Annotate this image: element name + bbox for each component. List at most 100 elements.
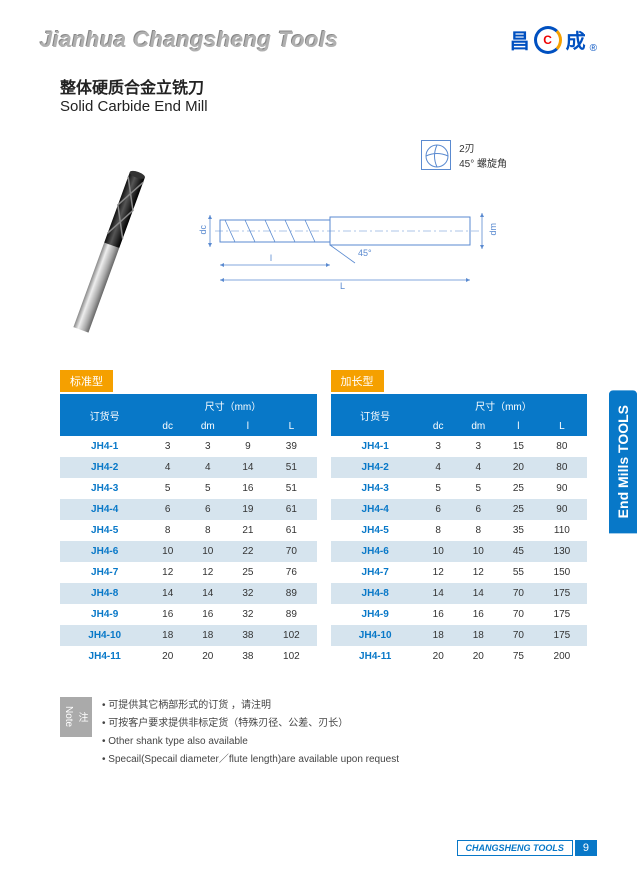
flute-icon-box bbox=[421, 140, 451, 170]
table-cell: JH4-9 bbox=[331, 604, 420, 625]
table2-col: dc bbox=[420, 417, 457, 436]
table1-col-order: 订货号 bbox=[60, 394, 149, 436]
table-cell: 18 bbox=[186, 625, 229, 646]
table-cell: 89 bbox=[266, 604, 316, 625]
table-cell: 18 bbox=[149, 625, 186, 646]
note-item: Specail(Specail diameter／flute length)ar… bbox=[102, 751, 399, 769]
table-row: JH4-916163289 bbox=[60, 604, 317, 625]
table-cell: 16 bbox=[186, 604, 229, 625]
table-cell: 14 bbox=[420, 583, 457, 604]
table-cell: 51 bbox=[266, 457, 316, 478]
table-cell: 38 bbox=[230, 646, 267, 667]
table-cell: JH4-7 bbox=[60, 562, 149, 583]
table-cell: 175 bbox=[537, 604, 587, 625]
table-cell: 8 bbox=[186, 520, 229, 541]
table-cell: 16 bbox=[230, 478, 267, 499]
table-cell: JH4-1 bbox=[60, 436, 149, 457]
table-row: JH4-7121255150 bbox=[331, 562, 588, 583]
table-cell: 25 bbox=[500, 499, 537, 520]
brand-title: Jianhua Changsheng Tools bbox=[40, 27, 338, 53]
table-cell: 4 bbox=[457, 457, 500, 478]
table-cell: 32 bbox=[230, 583, 267, 604]
table-row: JH4-6101045130 bbox=[331, 541, 588, 562]
table-cell: JH4-11 bbox=[331, 646, 420, 667]
table-cell: JH4-10 bbox=[60, 625, 149, 646]
table-cell: 5 bbox=[149, 478, 186, 499]
table-cell: 70 bbox=[266, 541, 316, 562]
table-cell: 51 bbox=[266, 478, 316, 499]
table-cell: 22 bbox=[230, 541, 267, 562]
table-cell: 10 bbox=[186, 541, 229, 562]
title-cn: 整体硬质合金立铣刀 bbox=[60, 74, 577, 98]
table-cell: 130 bbox=[537, 541, 587, 562]
table-row: JH4-8141470175 bbox=[331, 583, 588, 604]
logo-cn-right: 成 bbox=[566, 25, 586, 54]
footer-brand: CHANGSHENG TOOLS bbox=[457, 840, 573, 856]
table-cell: 9 bbox=[230, 436, 267, 457]
table-cell: 3 bbox=[457, 436, 500, 457]
table2-label: 加长型 bbox=[331, 370, 384, 392]
table-cell: 102 bbox=[266, 625, 316, 646]
technical-drawing: 2刃 45° 螺旋角 dc dm 45° bbox=[200, 140, 587, 350]
table-row: JH4-1331580 bbox=[331, 436, 588, 457]
note-item: Other shank type also available bbox=[102, 733, 399, 751]
note-item: 可按客户要求提供非标定货（特殊刃径、公差、刃长） bbox=[102, 715, 399, 733]
table1-header-group: 尺寸（mm） bbox=[149, 394, 316, 417]
table-cell: 70 bbox=[500, 583, 537, 604]
helix-angle: 45° 螺旋角 bbox=[459, 155, 507, 170]
table-cell: JH4-8 bbox=[331, 583, 420, 604]
table-cell: 16 bbox=[149, 604, 186, 625]
table2-col: dm bbox=[457, 417, 500, 436]
table-row: JH4-814143289 bbox=[60, 583, 317, 604]
table-cell: 12 bbox=[186, 562, 229, 583]
table-row: JH4-10181838102 bbox=[60, 625, 317, 646]
table-cell: 175 bbox=[537, 583, 587, 604]
table-cell: 14 bbox=[186, 583, 229, 604]
table-cell: 12 bbox=[149, 562, 186, 583]
table-long: 加长型 订货号 尺寸（mm） dcdmlL JH4-1331580JH4-244… bbox=[331, 370, 588, 667]
table-cell: 150 bbox=[537, 562, 587, 583]
flute-spec: 2刃 45° 螺旋角 bbox=[421, 140, 507, 170]
table-cell: 6 bbox=[149, 499, 186, 520]
table-row: JH4-3552590 bbox=[331, 478, 588, 499]
tool-photo bbox=[60, 150, 160, 350]
label-l-big: L bbox=[340, 281, 345, 291]
table-cell: 70 bbox=[500, 625, 537, 646]
label-dm: dm bbox=[488, 223, 498, 236]
table-cell: 19 bbox=[230, 499, 267, 520]
table-cell: 20 bbox=[457, 646, 500, 667]
table-cell: 38 bbox=[230, 625, 267, 646]
table1-col: l bbox=[230, 417, 267, 436]
table-cell: JH4-4 bbox=[60, 499, 149, 520]
table-cell: 10 bbox=[420, 541, 457, 562]
header: Jianhua Changsheng Tools 昌 C 成 ® bbox=[0, 0, 637, 64]
table-cell: 20 bbox=[149, 646, 186, 667]
table-cell: 61 bbox=[266, 499, 316, 520]
table-cell: 5 bbox=[186, 478, 229, 499]
section-title: 整体硬质合金立铣刀 Solid Carbide End Mill bbox=[0, 64, 637, 125]
table-cell: 25 bbox=[500, 478, 537, 499]
table-cell: 3 bbox=[420, 436, 457, 457]
table2-col: l bbox=[500, 417, 537, 436]
table-cell: 45 bbox=[500, 541, 537, 562]
table1-col: L bbox=[266, 417, 316, 436]
table-cell: 55 bbox=[500, 562, 537, 583]
table-cell: 175 bbox=[537, 625, 587, 646]
table-row: JH4-3551651 bbox=[60, 478, 317, 499]
table2-col: L bbox=[537, 417, 587, 436]
label-l-small: l bbox=[270, 253, 272, 263]
table-cell: 16 bbox=[457, 604, 500, 625]
logo: 昌 C 成 ® bbox=[510, 25, 597, 54]
table-cell: 6 bbox=[186, 499, 229, 520]
table-row: JH4-9161670175 bbox=[331, 604, 588, 625]
table-cell: 10 bbox=[457, 541, 500, 562]
table-row: JH4-11202038102 bbox=[60, 646, 317, 667]
table-cell: 102 bbox=[266, 646, 316, 667]
table-cell: 20 bbox=[420, 646, 457, 667]
notes-area: 注Note 可提供其它柄部形式的订货 ，请注明可按客户要求提供非标定货（特殊刃径… bbox=[0, 667, 637, 789]
side-view-drawing: dc dm 45° l L bbox=[200, 205, 587, 295]
table-cell: 3 bbox=[149, 436, 186, 457]
table-row: JH4-4662590 bbox=[331, 499, 588, 520]
table-cell: 90 bbox=[537, 478, 587, 499]
flute-count: 2刃 bbox=[459, 140, 507, 155]
